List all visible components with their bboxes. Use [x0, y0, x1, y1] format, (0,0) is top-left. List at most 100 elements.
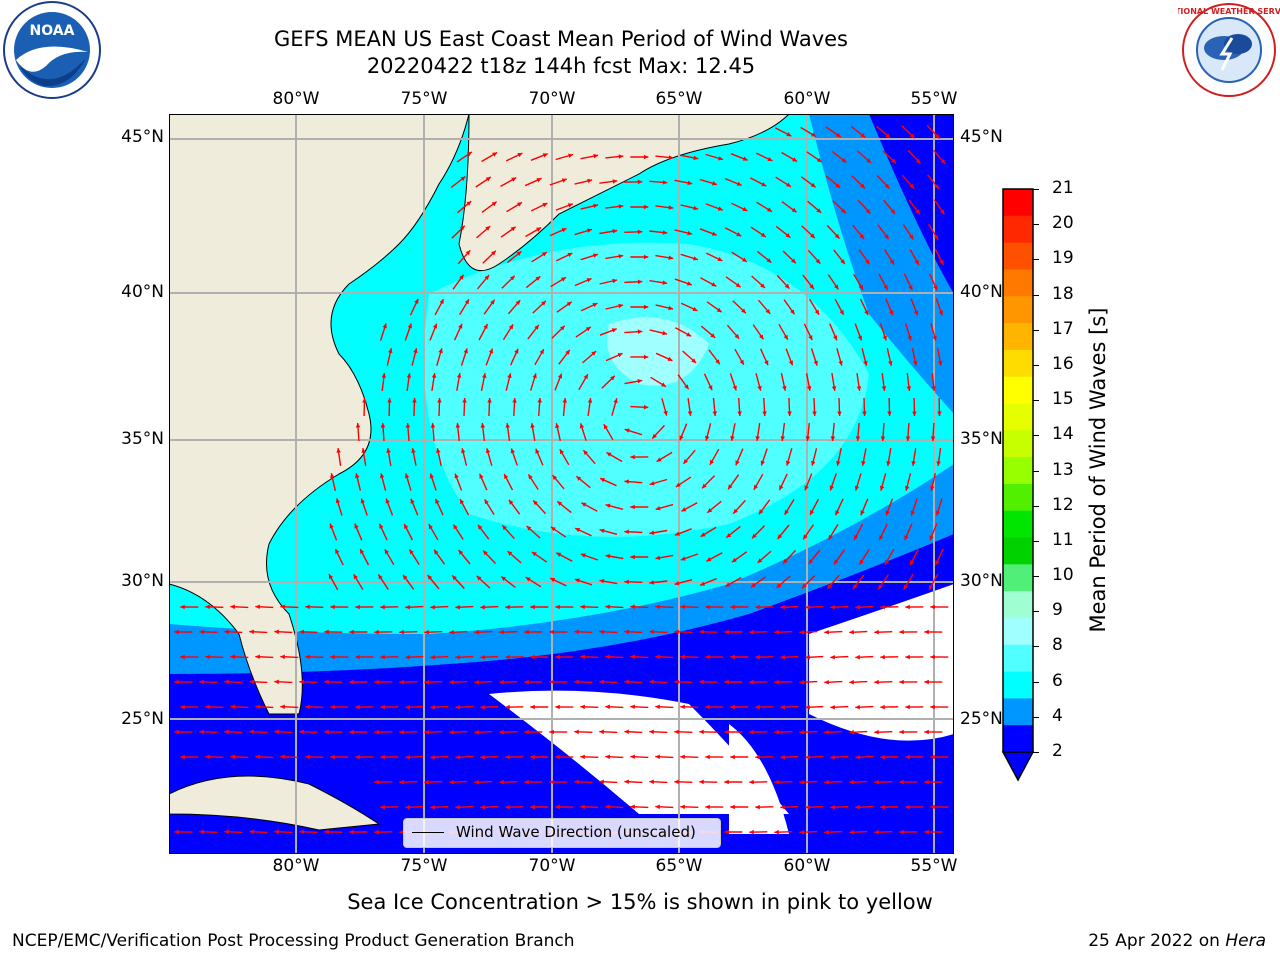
- wind-wave-arrowhead: [324, 729, 329, 735]
- wind-wave-arrowhead: [730, 604, 735, 610]
- wind-wave-arrowhead: [637, 229, 643, 235]
- wind-wave-arrowhead: [724, 779, 729, 785]
- wind-wave-arrowhead: [905, 436, 911, 441]
- wind-wave-arrowhead: [940, 209, 945, 215]
- wind-wave-arrowhead: [838, 360, 843, 366]
- wind-wave-arrowhead: [414, 298, 419, 304]
- wind-wave-arrowhead: [180, 704, 185, 710]
- wind-wave-arrowhead: [680, 556, 686, 561]
- wind-wave-arrowhead: [361, 448, 366, 453]
- wind-wave-arrowhead: [810, 182, 816, 188]
- wind-wave-arrowhead: [861, 461, 866, 466]
- noaa-logo-icon: NOAA: [3, 1, 101, 99]
- wind-wave-arrowhead: [587, 178, 593, 184]
- wind-wave-arrowhead: [410, 498, 415, 504]
- wind-wave-arrowhead: [453, 524, 458, 530]
- wind-wave-arrowhead: [680, 804, 685, 810]
- wind-wave-arrowhead: [555, 423, 560, 429]
- wind-wave-arrowhead: [380, 423, 386, 428]
- wind-wave-arrowhead: [806, 386, 812, 391]
- wind-wave-arrowhead: [780, 704, 785, 710]
- wind-wave-arrowhead: [624, 729, 629, 734]
- wind-wave-arrowhead: [280, 604, 285, 610]
- wind-wave-arrowhead: [491, 250, 496, 256]
- wind-wave-arrowhead: [655, 804, 660, 810]
- wind-wave-arrowhead: [637, 279, 643, 285]
- colorbar-block: [1003, 617, 1033, 646]
- wind-wave-arrowhead: [831, 386, 837, 391]
- wind-wave-arrowhead: [230, 754, 235, 760]
- wind-wave-arrowhead: [886, 461, 891, 466]
- wind-wave-arrowhead: [349, 829, 354, 835]
- wind-wave-arrowhead: [510, 448, 515, 454]
- wind-wave-arrowhead: [427, 575, 433, 580]
- wind-wave-arrowhead: [686, 332, 692, 337]
- wind-wave-arrowhead: [860, 183, 865, 189]
- wind-wave-arrowhead: [180, 754, 185, 760]
- wind-wave-arrowhead: [699, 779, 704, 785]
- wind-wave-arrowhead: [757, 558, 763, 563]
- wind-wave-arrowhead: [880, 436, 886, 441]
- wind-wave-arrowhead: [834, 284, 839, 290]
- wind-wave-arrowhead: [380, 604, 385, 610]
- wind-wave-arrowhead: [583, 450, 589, 455]
- wind-wave-arrowhead: [655, 604, 660, 610]
- wind-wave-arrowhead: [560, 325, 565, 331]
- lat-label-right-45n: 45°N: [960, 127, 1003, 147]
- wind-wave-arrowhead: [605, 503, 611, 508]
- wind-wave-arrowhead: [663, 410, 668, 416]
- wind-wave-arrowhead: [405, 754, 410, 760]
- nws-logo-text: NATIONAL WEATHER SERVICE: [1178, 7, 1280, 16]
- wind-wave-arrowhead: [630, 704, 635, 709]
- wind-wave-arrowhead: [776, 583, 782, 588]
- wind-wave-arrowhead: [813, 360, 818, 366]
- wind-wave-arrowhead: [180, 654, 185, 660]
- wind-wave-arrowhead: [324, 679, 329, 685]
- wind-wave-arrowhead: [667, 356, 673, 361]
- wind-wave-arrowhead: [710, 333, 716, 338]
- lat-label-right-35n: 35°N: [960, 429, 1003, 449]
- colorbar-block: [1003, 269, 1033, 297]
- wind-wave-arrowhead: [662, 280, 668, 285]
- wind-wave-arrowhead: [905, 804, 910, 810]
- wind-wave-arrowhead: [526, 526, 532, 531]
- colorbar-tick-mark: [1033, 470, 1039, 472]
- wind-wave-arrowhead: [482, 373, 487, 378]
- colorbar-tick-mark: [1033, 716, 1039, 718]
- colorbar-tick-label: 21: [1052, 178, 1074, 198]
- wind-wave-arrowhead: [583, 374, 588, 380]
- wind-wave-arrowhead: [329, 574, 334, 580]
- wind-wave-arrowhead: [742, 156, 748, 161]
- wind-wave-arrowhead: [680, 754, 685, 760]
- wind-wave-arrowhead: [765, 309, 771, 314]
- wind-wave-arrowhead: [230, 604, 235, 610]
- wind-wave-arrowhead: [749, 679, 754, 685]
- wind-wave-arrowhead: [910, 560, 915, 565]
- wind-wave-arrowhead: [405, 704, 410, 710]
- wind-wave-arrowhead: [249, 829, 254, 834]
- wind-wave-arrowhead: [668, 205, 674, 210]
- wind-wave-arrowhead: [488, 348, 494, 354]
- wind-wave-arrowhead: [411, 448, 416, 453]
- wind-wave-arrowhead: [574, 629, 579, 635]
- chart-title: GEFS MEAN US East Coast Mean Period of W…: [0, 26, 1122, 80]
- wind-wave-arrowhead: [841, 208, 846, 214]
- wind-wave-arrowhead: [536, 178, 542, 183]
- wind-wave-arrowhead: [656, 457, 662, 462]
- wind-wave-arrowhead: [378, 574, 383, 580]
- wind-wave-arrowhead: [655, 704, 660, 710]
- wind-wave-arrowhead: [909, 234, 914, 240]
- wind-wave-arrowhead: [866, 158, 872, 163]
- wind-wave-arrowhead: [249, 629, 254, 634]
- wind-wave-arrowhead: [549, 779, 554, 785]
- colorbar-block: [1003, 725, 1033, 753]
- wind-wave-arrowhead: [474, 729, 479, 735]
- wind-wave-arrowhead: [555, 654, 560, 660]
- wind-wave-arrowhead: [329, 523, 334, 529]
- wind-wave-arrowhead: [903, 584, 908, 590]
- wind-wave-arrowhead: [591, 351, 597, 356]
- wind-wave-arrowhead: [802, 583, 807, 589]
- wind-wave-arrowhead: [637, 379, 643, 384]
- wind-wave-arrowhead: [599, 779, 604, 785]
- wind-wave-arrowhead: [512, 398, 517, 403]
